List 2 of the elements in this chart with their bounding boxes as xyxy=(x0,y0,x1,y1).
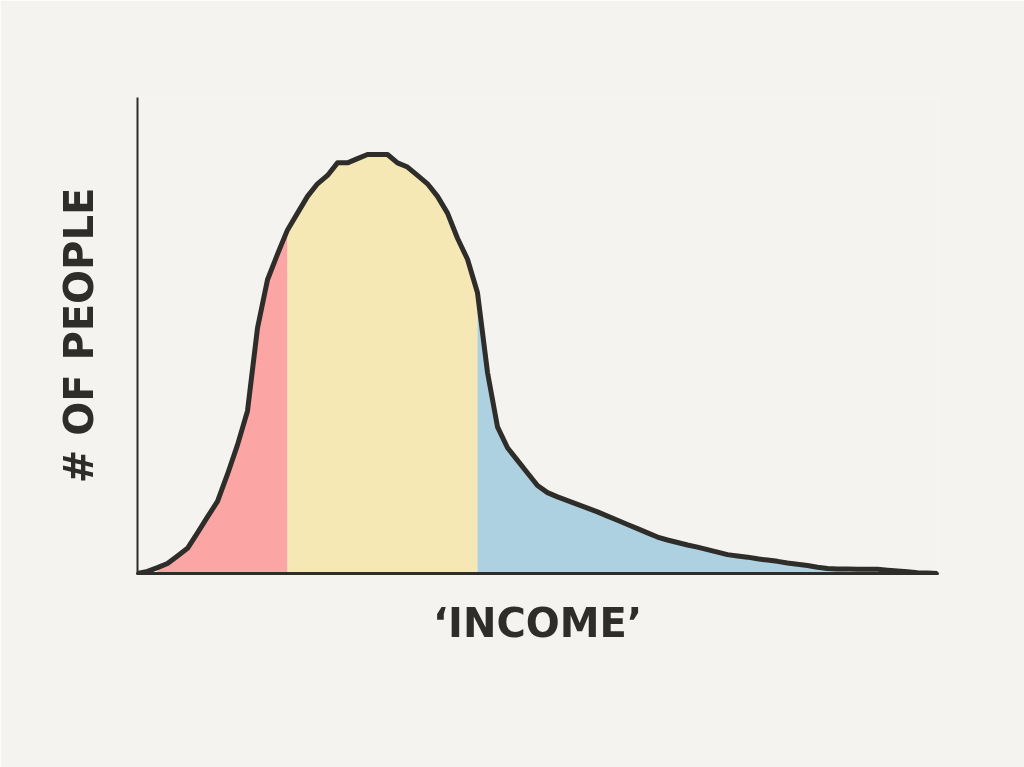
x-axis-title: ‘INCOME’ xyxy=(432,599,643,646)
y-axis-title: # OF PEOPLE xyxy=(55,187,102,484)
